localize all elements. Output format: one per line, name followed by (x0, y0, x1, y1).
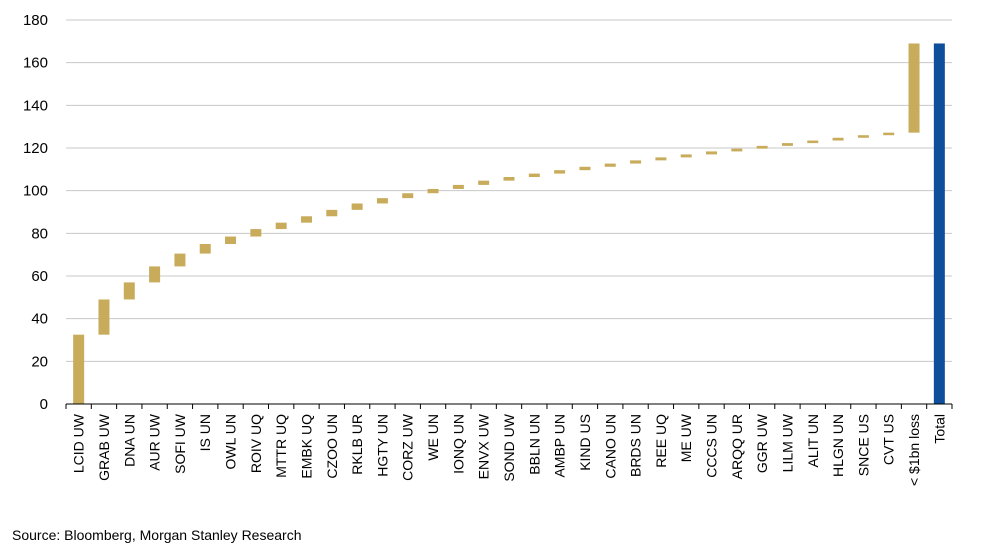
source-note: Source: Bloomberg, Morgan Stanley Resear… (12, 527, 302, 543)
x-tick-label: IONQ UN (450, 414, 466, 474)
waterfall-step-bar (351, 203, 363, 210)
waterfall-step-bar (883, 132, 895, 136)
x-tick-label: GRAB UW (96, 413, 112, 481)
waterfall-step-bar (528, 173, 540, 178)
y-tick-label: 120 (23, 140, 48, 157)
y-tick-label: 40 (31, 311, 48, 328)
total-bar (933, 43, 945, 404)
x-tick-label: CZOO UN (324, 414, 340, 479)
x-tick-label: ROIV UQ (248, 414, 264, 473)
waterfall-step-bar (756, 145, 768, 149)
x-tick-label: AMBP UN (552, 414, 568, 478)
waterfall-step-bar (908, 43, 920, 133)
x-tick-label: < $1bn loss (906, 414, 922, 486)
x-tick-label: HLGN UN (830, 414, 846, 477)
x-tick-label: CORZ UW (400, 413, 416, 481)
x-tick-label: ALIT UN (805, 414, 821, 467)
waterfall-step-bar (655, 157, 667, 161)
y-tick-label: 180 (23, 12, 48, 29)
x-tick-label: SNCE US (855, 414, 871, 476)
y-tick-label: 160 (23, 55, 48, 72)
waterfall-step-bar (427, 188, 439, 194)
x-tick-label: SOFI UW (172, 413, 188, 474)
x-tick-label: SOND UW (501, 413, 517, 481)
x-tick-label: WE UN (425, 414, 441, 461)
y-tick-label: 140 (23, 97, 48, 114)
x-tick-label: GGR UW (754, 413, 770, 473)
waterfall-step-bar (579, 166, 591, 171)
waterfall-step-bar (376, 198, 388, 204)
gridlines (66, 19, 952, 362)
x-tick-label: ARQQ UR (729, 414, 745, 479)
x-tick-label: BRDS UN (628, 414, 644, 477)
x-axis (65, 403, 953, 409)
waterfall-step-bar (300, 216, 312, 223)
y-tick-label: 0 (40, 396, 48, 413)
waterfall-step-bar (478, 180, 490, 185)
y-tick-label: 20 (31, 353, 48, 370)
waterfall-step-bar (554, 170, 566, 174)
x-tick-label: EMBK UQ (298, 414, 314, 479)
waterfall-step-bar (452, 184, 464, 189)
x-tick-label: HGTY UN (374, 414, 390, 477)
x-tick-label: MTTR UQ (273, 414, 289, 478)
x-tick-label: CVT US (881, 414, 897, 465)
waterfall-step-bar (174, 253, 186, 267)
waterfall-step-bar (275, 222, 287, 230)
x-tick-label: ENVX UW (476, 413, 492, 479)
x-tick-label: ME UW (678, 413, 694, 462)
x-tick-label: IS UN (197, 414, 213, 451)
waterfall-step-bar (123, 282, 135, 300)
waterfall-step-bar (225, 236, 237, 244)
x-tick-label: BBLN UN (526, 414, 542, 475)
waterfall-step-bar (807, 140, 819, 144)
waterfall-step-bar (706, 151, 718, 155)
x-tick-label: DNA UN (121, 414, 137, 467)
waterfall-step-bar (149, 266, 161, 283)
x-tick-label: CCCS UN (704, 414, 720, 478)
waterfall-step-bar (250, 229, 262, 237)
x-tick-label: Total (931, 414, 947, 444)
waterfall-step-bar (503, 177, 515, 181)
y-tick-label: 60 (31, 268, 48, 285)
waterfall-step-bar (630, 160, 642, 164)
y-axis-tick-labels: 0 20 40 60 80 100 120 140 160 180 (23, 12, 48, 413)
waterfall-step-bar (402, 193, 414, 199)
waterfall-step-bar (199, 244, 211, 254)
x-axis-category-labels: LCID UW GRAB UW DNA UN AUR UW SOFI UW IS UN OW… (71, 413, 948, 486)
x-tick-label: AUR UW (147, 413, 163, 471)
waterfall-step-bar (680, 154, 692, 158)
y-tick-label: 80 (31, 225, 48, 242)
waterfall-step-bar (781, 143, 793, 146)
waterfall-step-bar (326, 209, 338, 217)
waterfall-step-bar (98, 299, 110, 335)
waterfall-step-bar (857, 135, 869, 138)
x-tick-label: LILM UW (779, 413, 795, 472)
bars (73, 43, 945, 404)
waterfall-chart: 0 20 40 60 80 100 120 140 160 180 LCID UW GRAB UW D… (23, 12, 953, 486)
x-tick-label: CANO UN (602, 414, 618, 479)
x-tick-label: KIND US (577, 414, 593, 471)
x-tick-label: REE UQ (653, 414, 669, 468)
x-tick-label: OWL UN (223, 414, 239, 469)
y-tick-label: 100 (23, 183, 48, 200)
x-tick-label: LCID UW (71, 413, 87, 473)
waterfall-step-bar (73, 334, 85, 404)
waterfall-step-bar (832, 137, 844, 141)
waterfall-step-bar (604, 163, 616, 167)
waterfall-step-bar (731, 148, 743, 152)
x-tick-label: RKLB UR (349, 414, 365, 475)
